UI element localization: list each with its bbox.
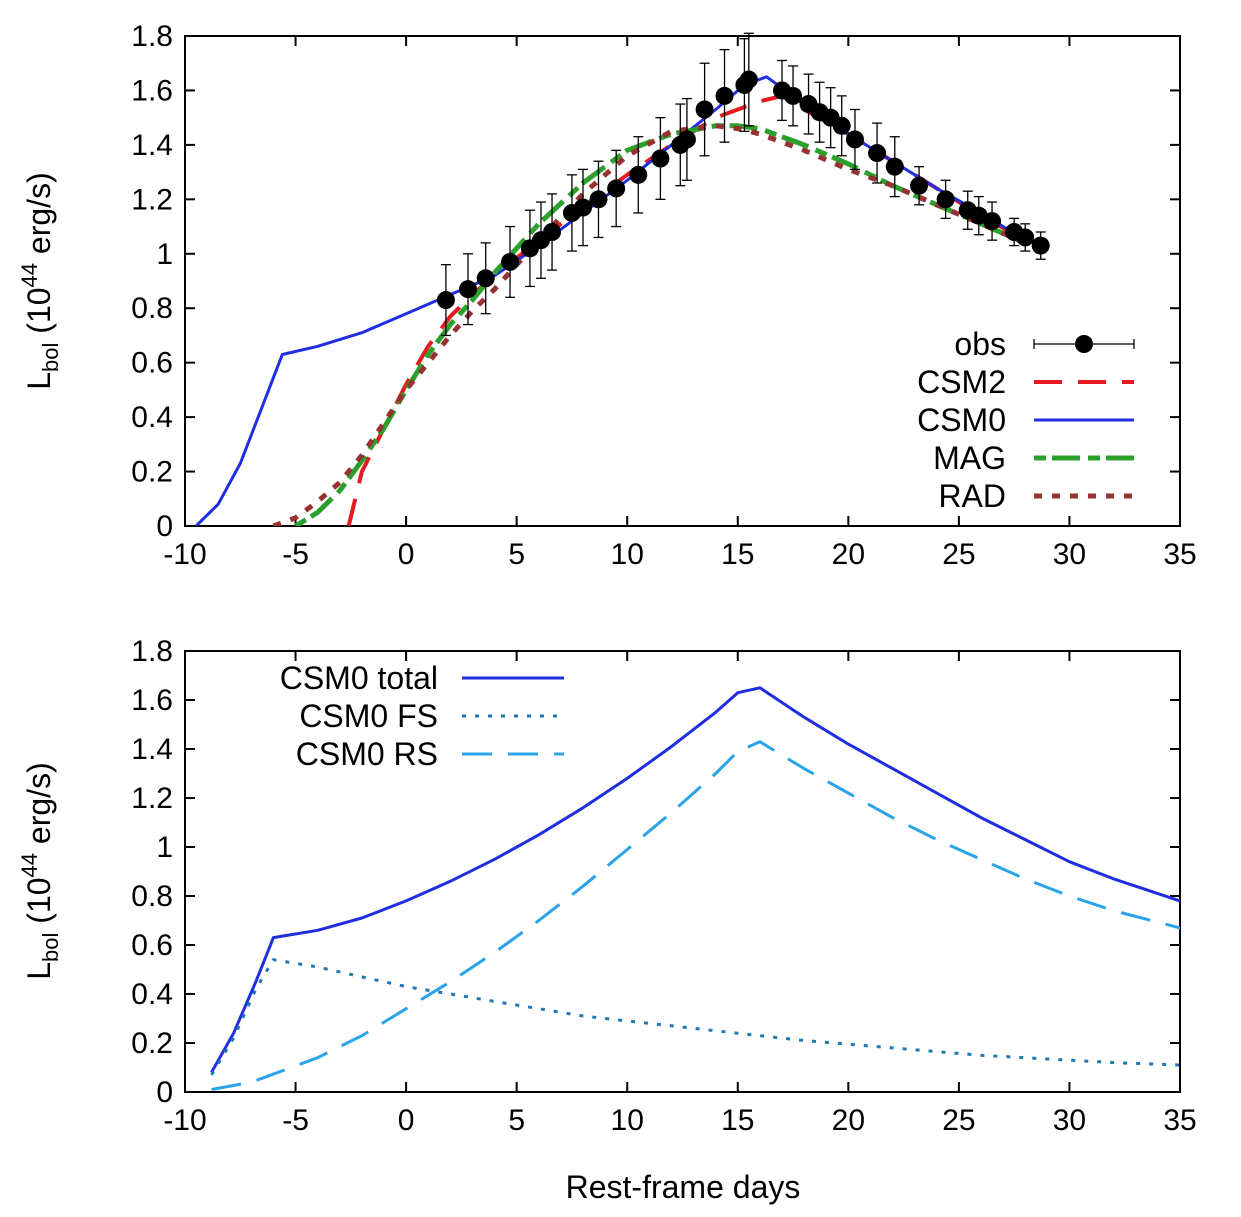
bottom-y-tick-label: 1.2 [131,782,173,815]
obs-point [476,269,495,288]
top-x-tick-label: 0 [398,538,415,571]
top-y-tick-label: 0 [156,510,173,543]
top-y-tick-label: 1.6 [131,74,173,107]
bottom-x-tick-label: 10 [611,1104,644,1137]
top-x-tick-label: 25 [942,538,975,571]
legend-sample-obs-point [1075,335,1093,353]
top-x-tick-label: 5 [508,538,525,571]
obs-point [868,144,887,163]
obs-point [677,130,696,149]
bottom-plot-frame [184,650,1181,1093]
bottom-y-tick-label: 0.4 [131,978,173,1011]
top-y-tick-label: 1.2 [131,183,173,216]
bottom-x-tick-label: -5 [282,1104,309,1137]
bottom-x-tick-label: 20 [832,1104,865,1137]
bottom-y-tick-label: 1.8 [131,635,173,668]
top-x-tick-label: -10 [163,538,206,571]
top-x-tick-label: 15 [721,538,754,571]
top-observations-group [436,32,1050,337]
bottom-x-tick-label: 30 [1053,1104,1086,1137]
obs-point [1016,228,1035,247]
obs-point [936,190,955,209]
top-y-axis-label: Lbol (1044 erg/s) [17,172,63,389]
legend-label-csm2: CSM2 [917,364,1006,400]
obs-point [715,86,734,105]
bottom-y-tick-label: 0 [156,1076,173,1109]
series-line-csm0-rs [211,740,1180,1091]
obs-point [629,165,648,184]
top-x-tick-label: 35 [1163,538,1196,571]
top-y-tick-label: 0.8 [131,292,173,325]
bottom-x-tick-label: 5 [508,1104,525,1137]
bottom-y-tick-label: 1 [156,831,173,864]
obs-point [459,280,478,299]
series-line-csm2 [346,93,1027,526]
top-x-tick-label: -5 [282,538,309,571]
obs-point [832,116,851,135]
legend-label-csm0-rs: CSM0 RS [296,736,438,772]
bottom-panel: -10 -5 0 5 10 15 20 25 30 35 0 0.2 0.4 0.6 0.8 1 1.2 1.4 1… [17,635,1197,1205]
top-y-tick-label: 1.4 [131,129,173,162]
top-x-tick-label: 10 [611,538,644,571]
bottom-y-tick-label: 0.6 [131,929,173,962]
bottom-x-axis-label: Rest-frame days [566,1169,801,1205]
obs-point [651,149,670,168]
obs-point [436,291,455,310]
bottom-y-axis-label: Lbol (1044 erg/s) [17,762,63,979]
bottom-x-tick-label: 0 [398,1104,415,1137]
obs-point [784,86,803,105]
legend-label-csm0-total: CSM0 total [280,660,438,696]
series-line-rad [272,123,1027,526]
top-panel: -10 -5 0 5 10 15 20 25 30 35 0 0.2 0.4 0.6 0.8 1 1.2 1.4 1… [17,20,1197,571]
obs-point [574,198,592,217]
top-y-tick-label: 0.4 [131,401,173,434]
obs-point [885,157,904,176]
obs-point [1031,236,1050,255]
legend-label-csm0: CSM0 [917,402,1006,438]
top-x-tick-label: 20 [832,538,865,571]
top-series-group [195,75,1027,526]
bottom-x-tick-label: 15 [721,1104,754,1137]
series-line-csm0-total [210,686,1180,1074]
series-line-csm0-fs [210,958,1180,1076]
obs-point [543,223,562,241]
obs-point [910,176,929,195]
top-x-tick-label: 30 [1053,538,1086,571]
bottom-axis-ticks: -10 -5 0 5 10 15 20 25 30 35 0 0.2 0.4 0.6 0.8 1 1.2 1.4 1… [131,635,1196,1137]
top-y-tick-label: 1.8 [131,20,173,53]
obs-point [845,130,864,149]
legend-label-rad: RAD [938,478,1006,514]
series-line-csm0 [195,75,1026,526]
top-plot-frame [184,35,1181,527]
legend-label-csm0-fs: CSM0 FS [299,698,438,734]
top-y-tick-label: 1 [156,238,173,271]
bottom-x-tick-label: 35 [1163,1104,1196,1137]
bottom-y-tick-label: 0.2 [131,1027,173,1060]
top-axis-ticks: -10 -5 0 5 10 15 20 25 30 35 0 0.2 0.4 0.6 0.8 1 1.2 1.4 1… [131,20,1196,571]
bottom-x-tick-label: -10 [163,1104,206,1137]
legend-label-mag: MAG [933,440,1006,476]
legend-label-obs: obs [954,326,1006,362]
bottom-x-tick-label: 25 [942,1104,975,1137]
obs-point [501,252,520,271]
top-y-tick-label: 0.2 [131,456,173,489]
obs-point [607,179,626,198]
bottom-y-tick-label: 1.4 [131,733,173,766]
obs-point [695,100,714,119]
top-y-tick-label: 0.6 [131,347,173,380]
obs-point [983,212,1002,231]
obs-point [739,70,758,89]
bottom-y-tick-label: 1.6 [131,684,173,717]
bottom-y-tick-label: 0.8 [131,880,173,913]
obs-point [589,190,608,209]
bottom-series-group [210,686,1180,1091]
